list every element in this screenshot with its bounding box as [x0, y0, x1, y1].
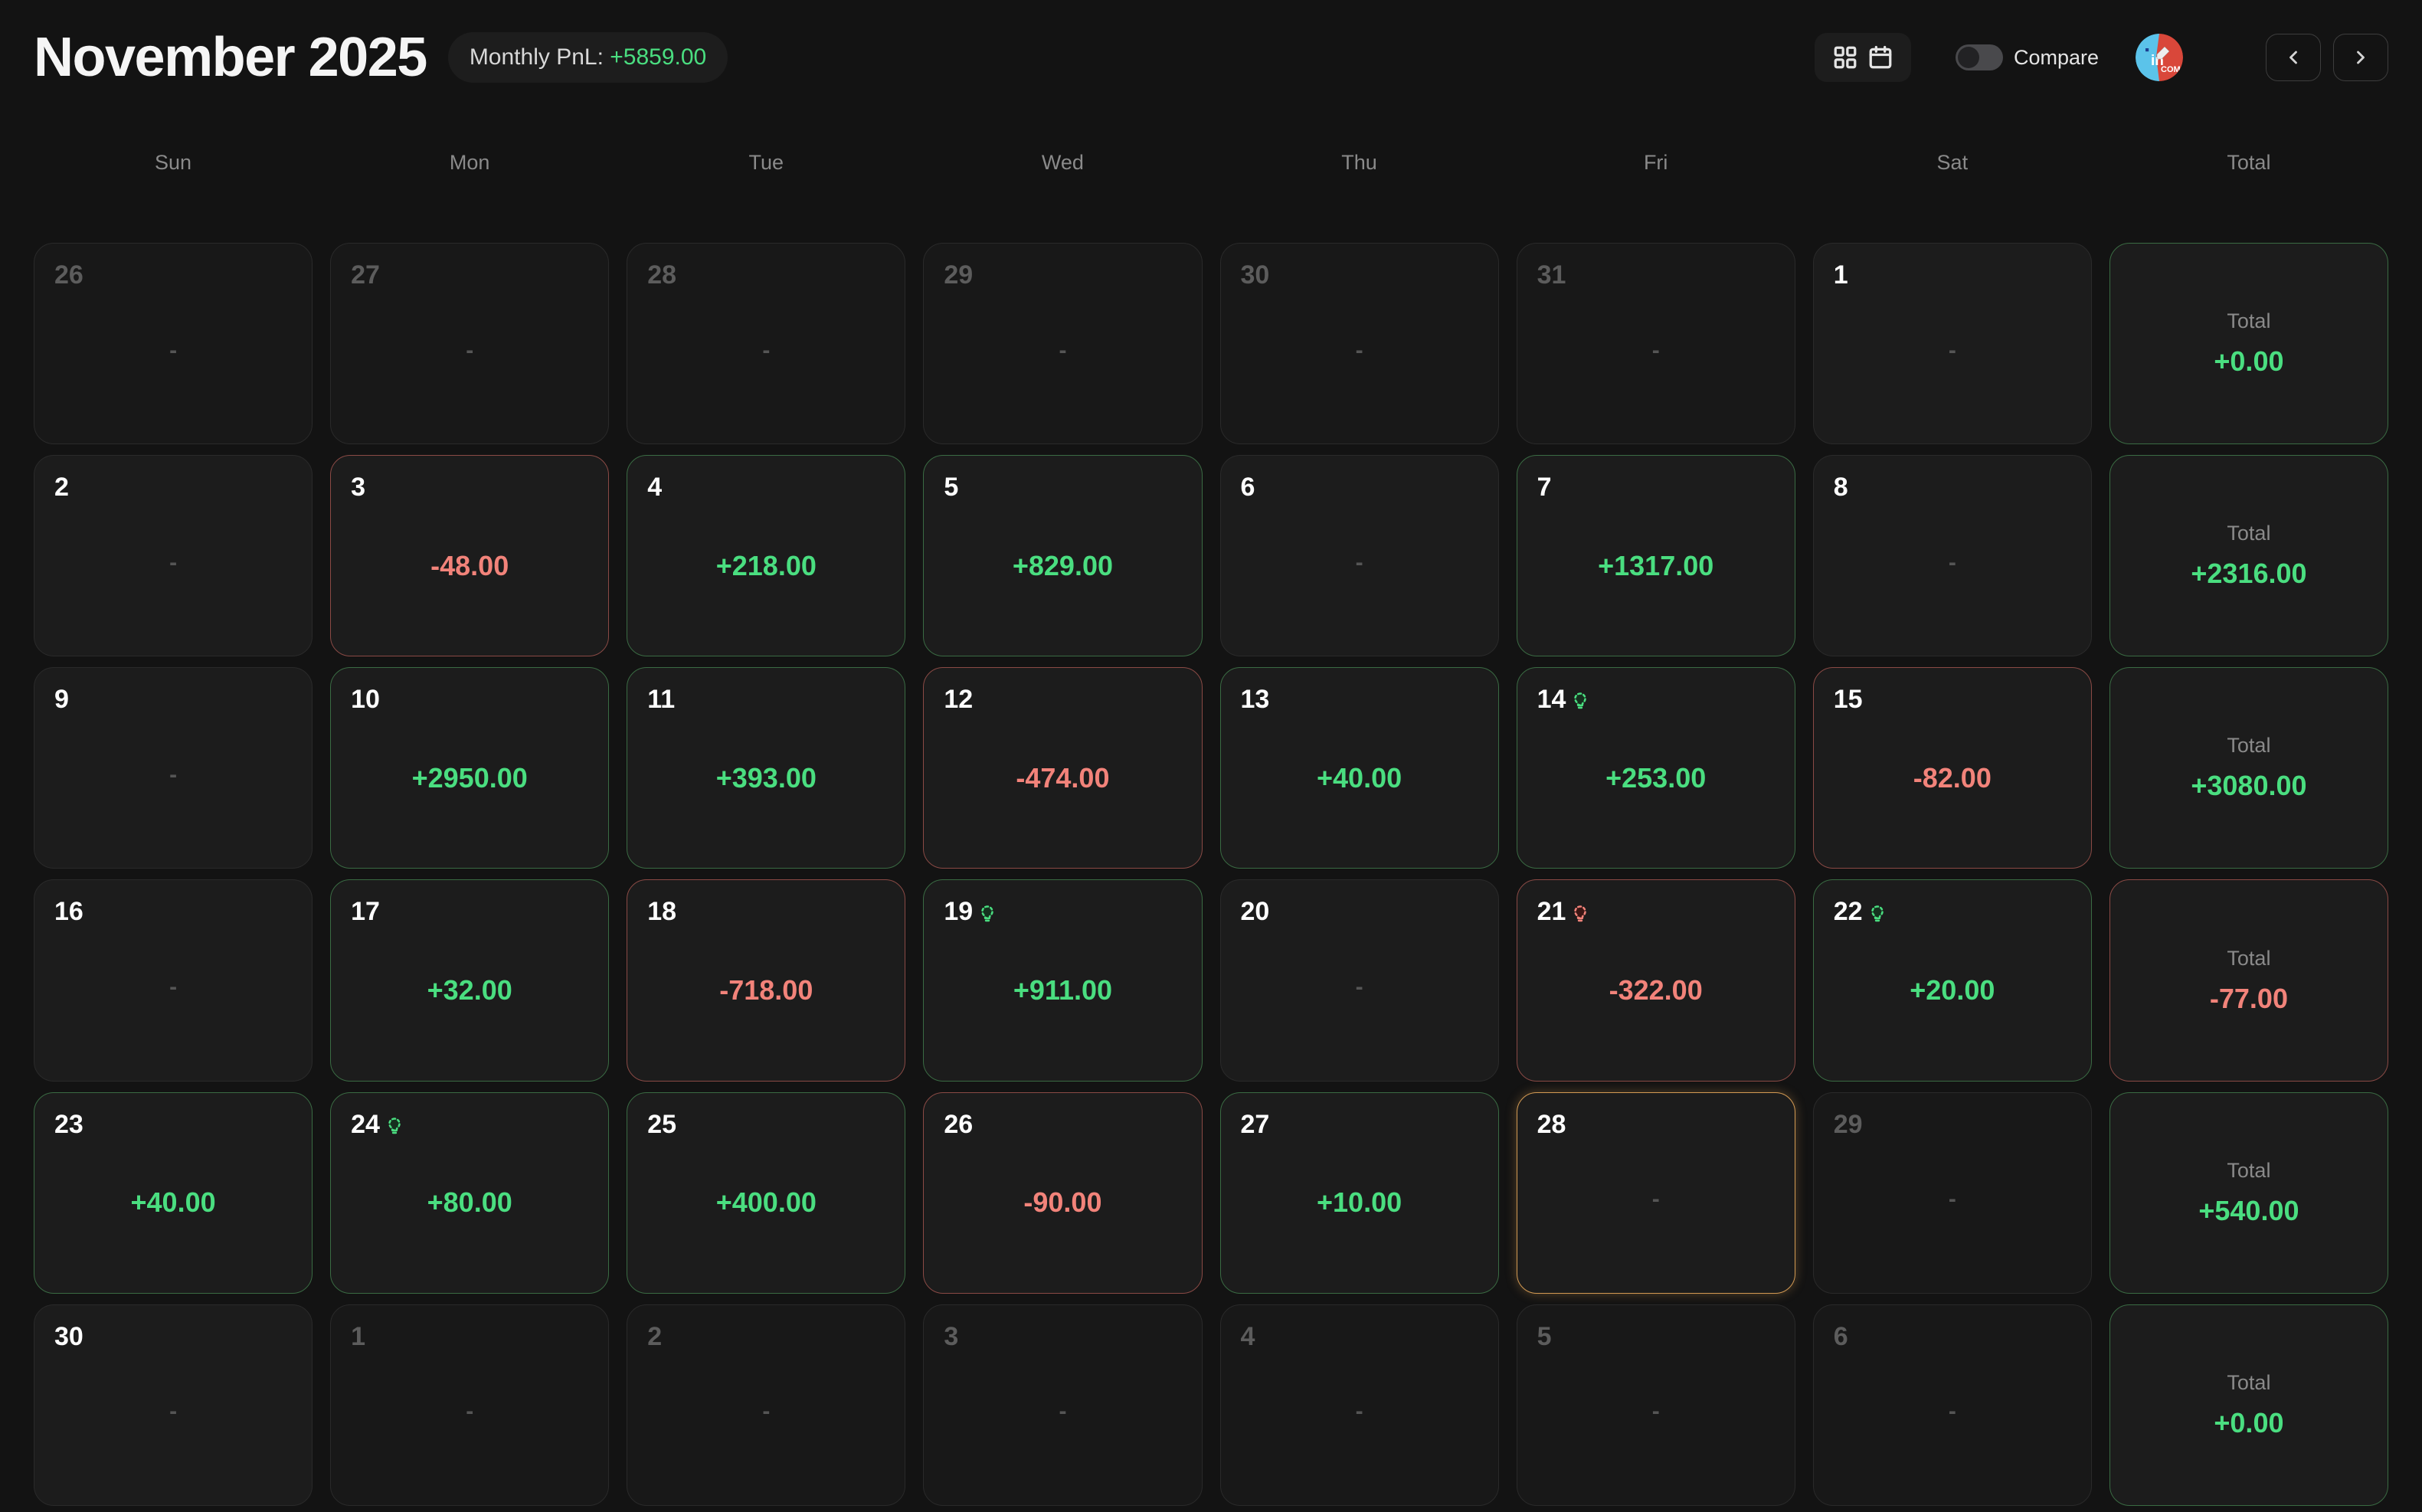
svg-text:COM: COM: [2161, 65, 2181, 74]
